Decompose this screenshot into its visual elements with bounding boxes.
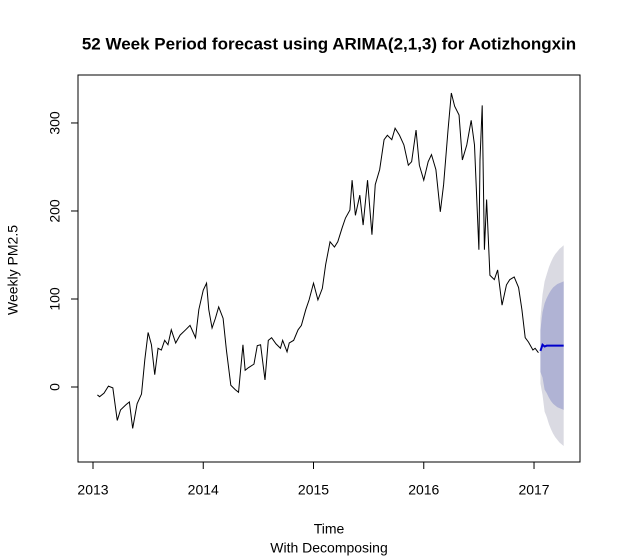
y-axis-label: Weekly PM2.5 bbox=[5, 225, 21, 315]
forecast-line bbox=[539, 343, 564, 352]
y-tick-label: 300 bbox=[47, 111, 63, 135]
plot-frame bbox=[77, 74, 581, 463]
chart-title: 52 Week Period forecast using ARIMA(2,1,… bbox=[82, 34, 576, 53]
y-tick-label: 200 bbox=[47, 199, 63, 223]
x-tick-label: 2017 bbox=[518, 482, 549, 498]
x-tick-label: 2014 bbox=[188, 482, 219, 498]
y-tick-label: 0 bbox=[47, 383, 63, 391]
data-line bbox=[97, 92, 539, 429]
x-axis-label: Time bbox=[314, 521, 345, 537]
subtitle: With Decomposing bbox=[270, 540, 388, 556]
x-tick-label: 2015 bbox=[298, 482, 329, 498]
x-tick-label: 2013 bbox=[77, 482, 108, 498]
x-tick-label: 2016 bbox=[408, 482, 439, 498]
y-tick-label: 100 bbox=[47, 287, 63, 311]
